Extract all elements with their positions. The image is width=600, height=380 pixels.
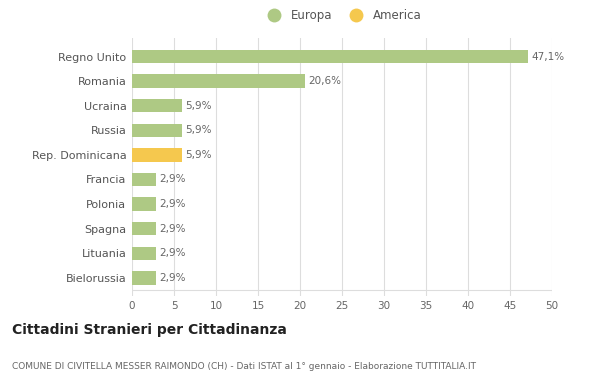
Text: 2,9%: 2,9% — [160, 273, 186, 283]
Bar — [132, 99, 182, 112]
Bar — [132, 74, 305, 88]
Text: Cittadini Stranieri per Cittadinanza: Cittadini Stranieri per Cittadinanza — [12, 323, 287, 337]
Text: 5,9%: 5,9% — [185, 125, 211, 135]
Bar — [132, 173, 157, 186]
Text: 47,1%: 47,1% — [531, 52, 564, 62]
Bar — [132, 197, 157, 211]
Bar — [132, 222, 157, 236]
Text: 2,9%: 2,9% — [160, 174, 186, 185]
Legend: Europa, America: Europa, America — [259, 5, 425, 25]
Bar — [132, 271, 157, 285]
Bar — [132, 247, 157, 260]
Text: 20,6%: 20,6% — [308, 76, 341, 86]
Text: 2,9%: 2,9% — [160, 199, 186, 209]
Bar — [132, 124, 182, 137]
Text: 2,9%: 2,9% — [160, 224, 186, 234]
Text: 2,9%: 2,9% — [160, 248, 186, 258]
Text: 5,9%: 5,9% — [185, 101, 211, 111]
Text: 5,9%: 5,9% — [185, 150, 211, 160]
Bar — [132, 148, 182, 162]
Bar — [132, 50, 527, 63]
Text: COMUNE DI CIVITELLA MESSER RAIMONDO (CH) - Dati ISTAT al 1° gennaio - Elaborazio: COMUNE DI CIVITELLA MESSER RAIMONDO (CH)… — [12, 362, 476, 370]
